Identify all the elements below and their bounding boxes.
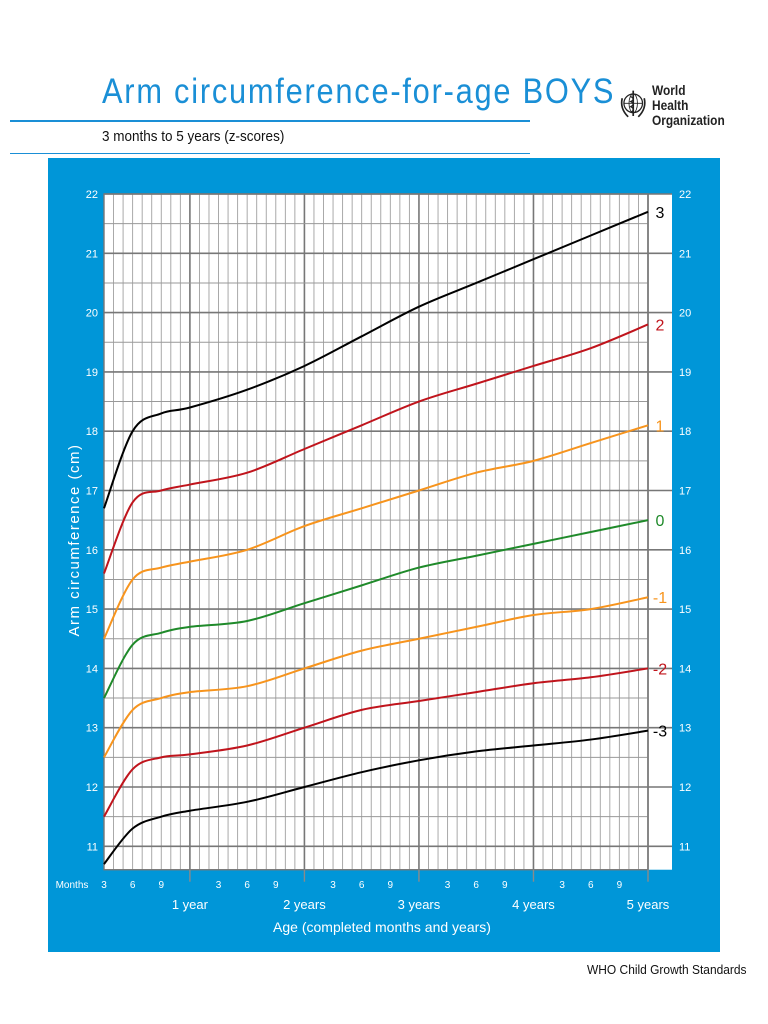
zscore-label: 3 — [656, 205, 665, 222]
title-divider — [10, 120, 530, 122]
month-tick: 6 — [359, 880, 365, 891]
month-tick: 6 — [473, 880, 479, 891]
y-tick-right: 12 — [679, 782, 691, 794]
month-tick: 9 — [617, 880, 623, 891]
who-text: World Health Organization — [652, 81, 726, 128]
y-tick-right: 16 — [679, 545, 691, 557]
y-tick-left: 16 — [86, 545, 98, 557]
month-tick: 3 — [216, 880, 222, 891]
year-label: 1 year — [172, 897, 209, 912]
y-tick-right: 22 — [679, 189, 691, 201]
zscore-curve — [103, 323, 649, 574]
month-tick: 9 — [158, 880, 164, 891]
y-axis-label: Arm circumference (cm) — [66, 443, 83, 636]
month-tick: 3 — [330, 880, 336, 891]
zscore-label: -3 — [653, 724, 667, 741]
y-tick-right: 18 — [679, 426, 691, 438]
footer-credit: WHO Child Growth Standards — [587, 962, 747, 977]
zscore-curve — [103, 667, 649, 818]
month-tick: 9 — [273, 880, 279, 891]
y-tick-right: 14 — [679, 663, 691, 675]
y-tick-left: 17 — [86, 486, 98, 498]
who-emblem-icon — [620, 90, 646, 118]
y-tick-left: 22 — [86, 189, 98, 201]
y-tick-left: 18 — [86, 426, 98, 438]
year-label: 4 years — [512, 897, 555, 912]
months-label: Months — [56, 880, 89, 891]
zscore-label: -1 — [653, 590, 667, 607]
chart-grid — [103, 193, 672, 871]
y-tick-left: 20 — [86, 308, 98, 320]
year-label: 2 years — [283, 897, 326, 912]
y-tick-left: 11 — [87, 841, 98, 853]
zscore-curve — [103, 596, 649, 758]
y-tick-left: 12 — [86, 782, 98, 794]
page-title: Arm circumference-for-age BOYS — [102, 72, 616, 111]
month-tick: 3 — [445, 880, 451, 891]
y-tick-right: 17 — [679, 486, 691, 498]
y-tick-right: 19 — [679, 367, 691, 379]
who-line2: Organization — [652, 111, 726, 128]
month-tick: 9 — [502, 880, 508, 891]
month-tick: 3 — [101, 880, 107, 891]
month-tick: 6 — [588, 880, 594, 891]
subtitle-divider — [10, 153, 530, 154]
year-label: 3 years — [398, 897, 441, 912]
month-tick: 3 — [559, 880, 565, 891]
y-tick-right: 15 — [679, 604, 691, 616]
page-subtitle: 3 months to 5 years (z-scores) — [102, 128, 285, 145]
month-tick: 9 — [388, 880, 394, 891]
y-tick-right: 21 — [679, 248, 691, 260]
y-tick-right: 13 — [679, 723, 691, 735]
y-tick-left: 15 — [86, 604, 98, 616]
plot-border — [103, 193, 649, 871]
zscore-label: 2 — [656, 317, 665, 334]
y-tick-left: 21 — [86, 248, 98, 260]
who-logo: World Health Organization — [618, 80, 738, 130]
y-tick-right: 11 — [679, 841, 690, 853]
zscore-label: 1 — [656, 418, 665, 435]
y-tick-left: 19 — [86, 367, 98, 379]
zscore-label: 0 — [656, 513, 665, 530]
year-label: 5 years — [627, 897, 670, 912]
zscore-curve — [103, 519, 649, 699]
y-tick-left: 13 — [86, 723, 98, 735]
zscore-curve — [103, 210, 649, 509]
y-tick-right: 20 — [679, 308, 691, 320]
zscore-curve — [103, 729, 649, 865]
month-tick: 6 — [130, 880, 136, 891]
y-tick-left: 14 — [86, 663, 98, 675]
x-axis-label: Age (completed months and years) — [273, 919, 491, 935]
chart-curves — [103, 210, 649, 865]
zscore-label: -2 — [653, 661, 667, 678]
zscore-curve — [103, 424, 649, 640]
month-tick: 6 — [244, 880, 250, 891]
who-line1: World Health — [652, 81, 689, 113]
